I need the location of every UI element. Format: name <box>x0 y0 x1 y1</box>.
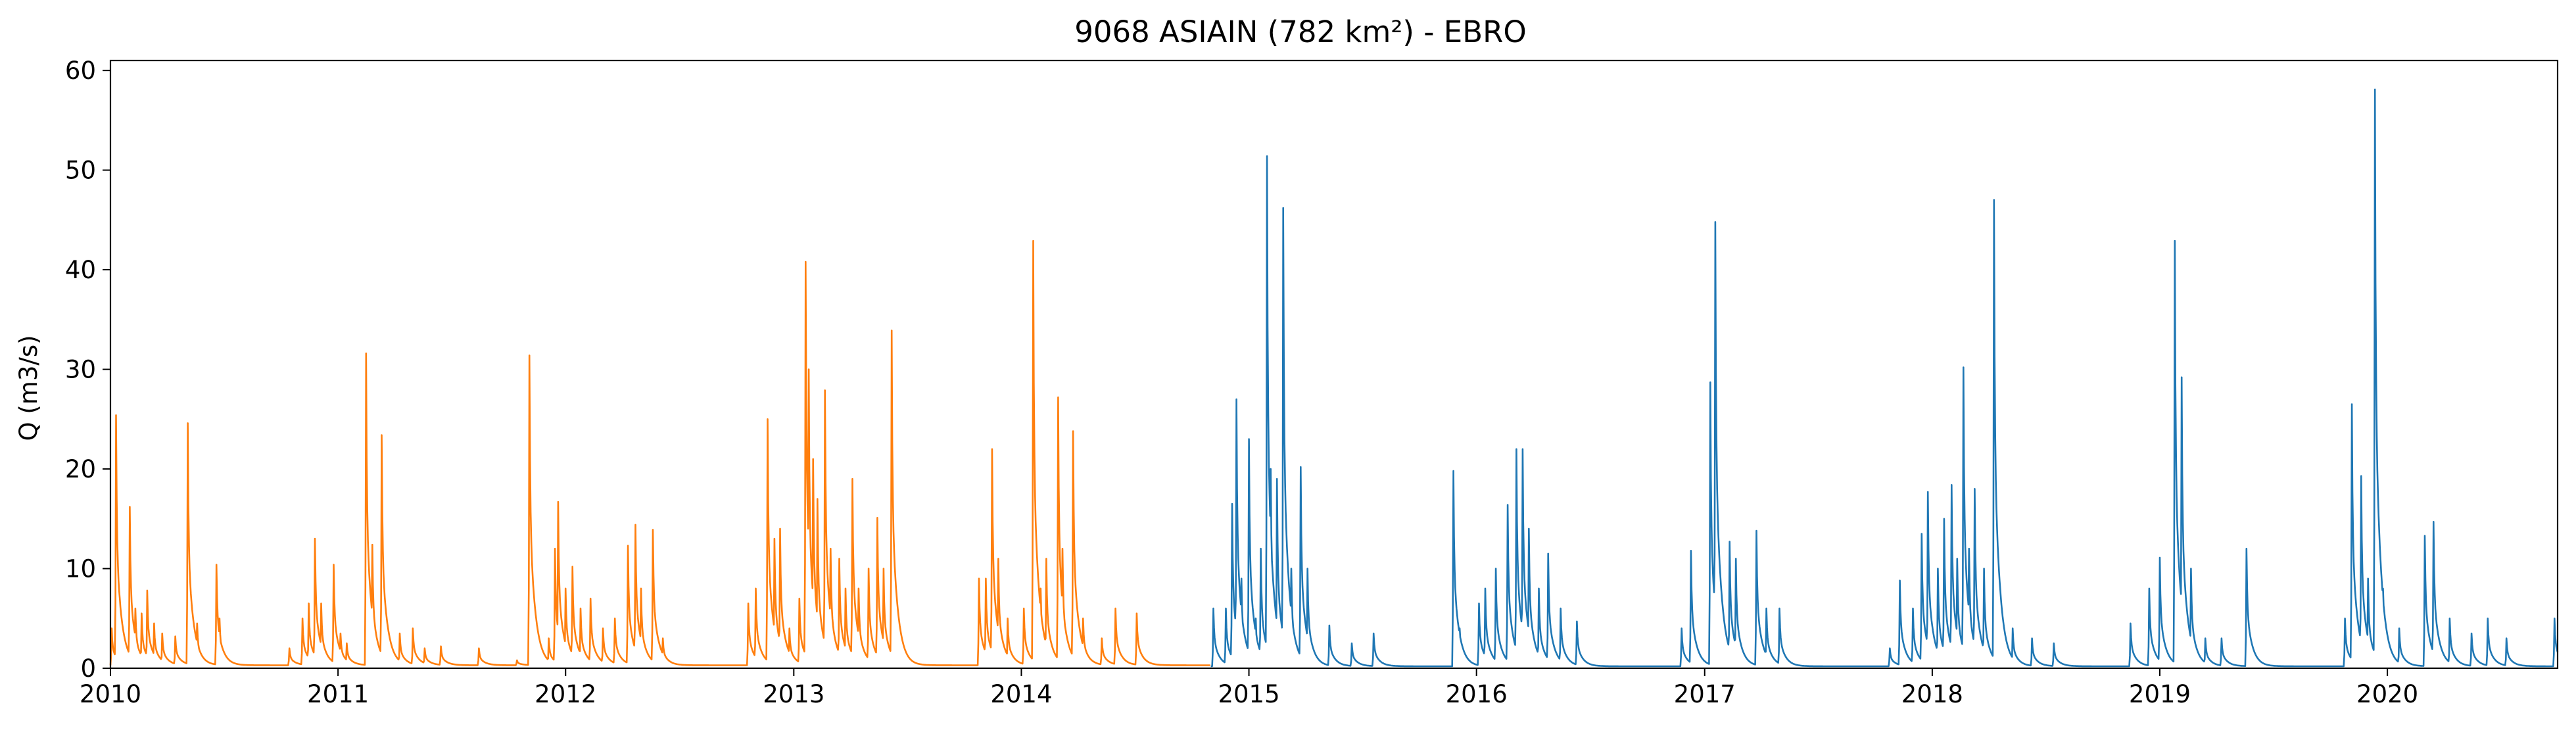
x-tick-label: 2020 <box>2356 680 2418 708</box>
axes-layer: 0 10 20 30 40 50 60 2010 2011 2012 2013 2014 2015 201… <box>65 57 2559 708</box>
x-tick-label: 2015 <box>1218 680 1279 708</box>
series-line-1 <box>109 239 1211 666</box>
x-tick-label: 2011 <box>307 680 369 708</box>
x-tick-label: 2016 <box>1446 680 1508 708</box>
y-tick-label: 60 <box>65 57 96 85</box>
series-line-2 <box>1210 88 2559 668</box>
x-tick-label: 2010 <box>80 680 141 708</box>
y-tick-label: 40 <box>65 256 96 284</box>
y-tick-label: 20 <box>65 455 96 483</box>
y-tick-label: 30 <box>65 356 96 384</box>
plot-frame <box>109 59 2559 670</box>
chart-title: 9068 ASIAIN (782 km²) - EBRO <box>1074 14 1527 49</box>
x-tick-label: 2019 <box>2129 680 2191 708</box>
y-tick-label: 10 <box>65 555 96 583</box>
y-axis-label: Q (m3/s) <box>14 335 43 441</box>
y-tick-label: 0 <box>80 654 96 683</box>
x-tick-label: 2012 <box>535 680 596 708</box>
x-tick-label: 2014 <box>990 680 1052 708</box>
x-tick-label: 2013 <box>763 680 824 708</box>
y-tick-label: 50 <box>65 157 96 185</box>
x-tick-label: 2018 <box>1901 680 1963 708</box>
x-tick-label: 2017 <box>1674 680 1736 708</box>
series-layer <box>109 88 2559 668</box>
